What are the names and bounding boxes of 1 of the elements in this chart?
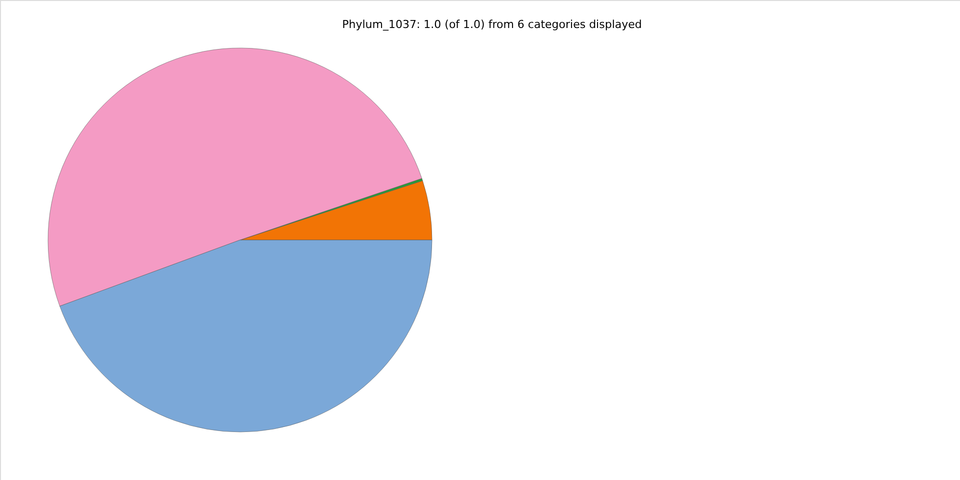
text: Phylum_1037: 1.0 (of 1.0) from 6 categories displayed: [342, 18, 642, 31]
